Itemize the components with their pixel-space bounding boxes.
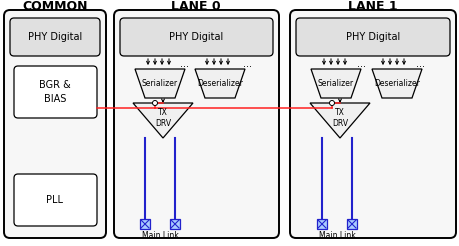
Text: TX
DRV: TX DRV [155, 108, 171, 128]
Text: Serializer: Serializer [317, 79, 353, 89]
Text: PHY Digital: PHY Digital [345, 32, 399, 42]
FancyBboxPatch shape [120, 18, 272, 56]
Bar [316, 219, 326, 229]
Text: PLL: PLL [46, 195, 63, 205]
Text: LANE 1: LANE 1 [347, 0, 397, 14]
FancyBboxPatch shape [14, 66, 97, 118]
Text: LANE 0: LANE 0 [171, 0, 220, 14]
Polygon shape [134, 69, 185, 98]
Polygon shape [309, 103, 369, 138]
Text: BGR &
BIAS: BGR & BIAS [39, 80, 71, 104]
FancyBboxPatch shape [289, 10, 455, 238]
Text: ...: ... [180, 59, 189, 69]
Circle shape [329, 101, 334, 106]
Polygon shape [133, 103, 193, 138]
FancyBboxPatch shape [14, 174, 97, 226]
Text: Main Link: Main Link [318, 231, 355, 241]
Text: Main Link: Main Link [141, 231, 178, 241]
Text: PHY Digital: PHY Digital [168, 32, 223, 42]
Text: PHY Digital: PHY Digital [28, 32, 82, 42]
Bar [346, 219, 356, 229]
Text: Deserializer: Deserializer [373, 79, 419, 89]
Bar [140, 219, 150, 229]
FancyBboxPatch shape [4, 10, 106, 238]
Text: ...: ... [243, 59, 252, 69]
Text: COMMON: COMMON [22, 0, 88, 14]
FancyBboxPatch shape [295, 18, 449, 56]
Text: Serializer: Serializer [142, 79, 178, 89]
Text: ...: ... [415, 59, 425, 69]
Text: Deserializer: Deserializer [196, 79, 242, 89]
Circle shape [152, 101, 157, 106]
FancyBboxPatch shape [10, 18, 100, 56]
FancyBboxPatch shape [114, 10, 279, 238]
Polygon shape [195, 69, 245, 98]
Bar [170, 219, 179, 229]
Polygon shape [371, 69, 421, 98]
Text: ...: ... [357, 59, 366, 69]
Text: TX
DRV: TX DRV [331, 108, 347, 128]
Polygon shape [310, 69, 360, 98]
